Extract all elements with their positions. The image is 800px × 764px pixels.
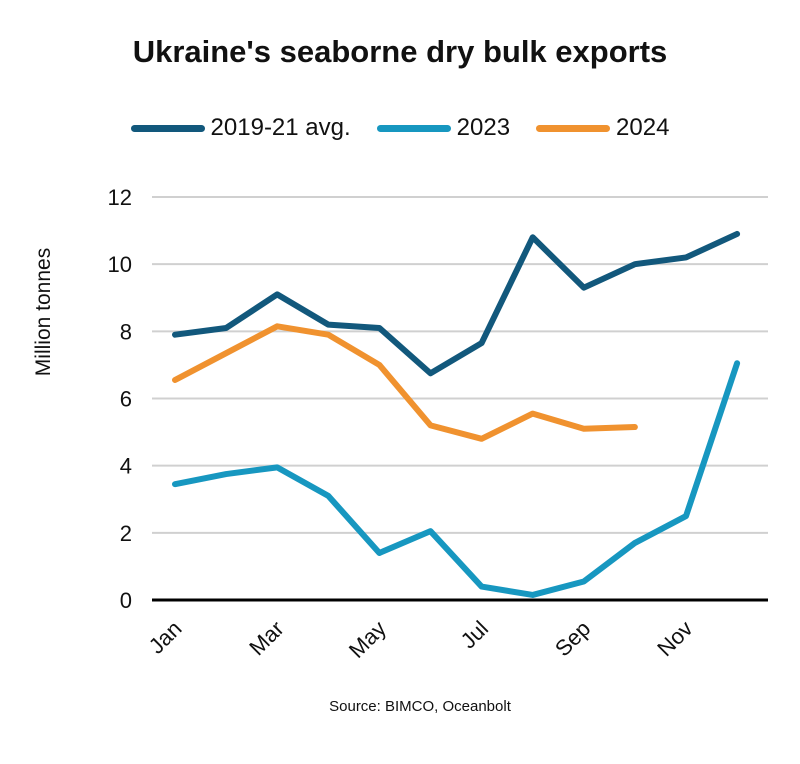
x-tick-label: Jul <box>456 616 494 654</box>
legend-label: 2019-21 avg. <box>210 114 351 141</box>
y-tick-label: 2 <box>120 521 132 546</box>
legend: 2019-21 avg. 2023 2024 <box>0 114 800 142</box>
legend-label: 2023 <box>456 114 511 141</box>
legend-swatch <box>376 124 451 132</box>
series-line-2024 <box>172 323 638 442</box>
legend-item: 2019-21 avg. <box>130 114 351 142</box>
x-tick-label: May <box>344 616 391 663</box>
source-note: Source: BIMCO, Oceanbolt <box>329 698 511 715</box>
series-line-2019-21-avg- <box>172 230 741 377</box>
chart-title: Ukraine's seaborne dry bulk exports <box>132 34 668 69</box>
y-tick-label: 4 <box>120 454 132 479</box>
legend-label: 2024 <box>616 114 670 141</box>
legend-item: 2024 <box>536 114 669 142</box>
x-tick-label: Mar <box>244 616 288 660</box>
y-tick-label: 8 <box>120 319 132 344</box>
legend-item: 2023 <box>376 114 511 142</box>
x-tick-label: Sep <box>550 616 595 661</box>
y-tick-label: 12 <box>108 185 132 210</box>
legend-swatch <box>536 124 611 132</box>
y-tick-label: 10 <box>108 252 132 277</box>
legend-swatch <box>130 124 205 132</box>
x-tick-label: Nov <box>652 616 697 661</box>
y-tick-label: 6 <box>120 387 132 412</box>
y-tick-label: 0 <box>120 588 132 613</box>
x-tick-label: Jan <box>144 616 187 659</box>
series-line-2023 <box>172 360 741 598</box>
